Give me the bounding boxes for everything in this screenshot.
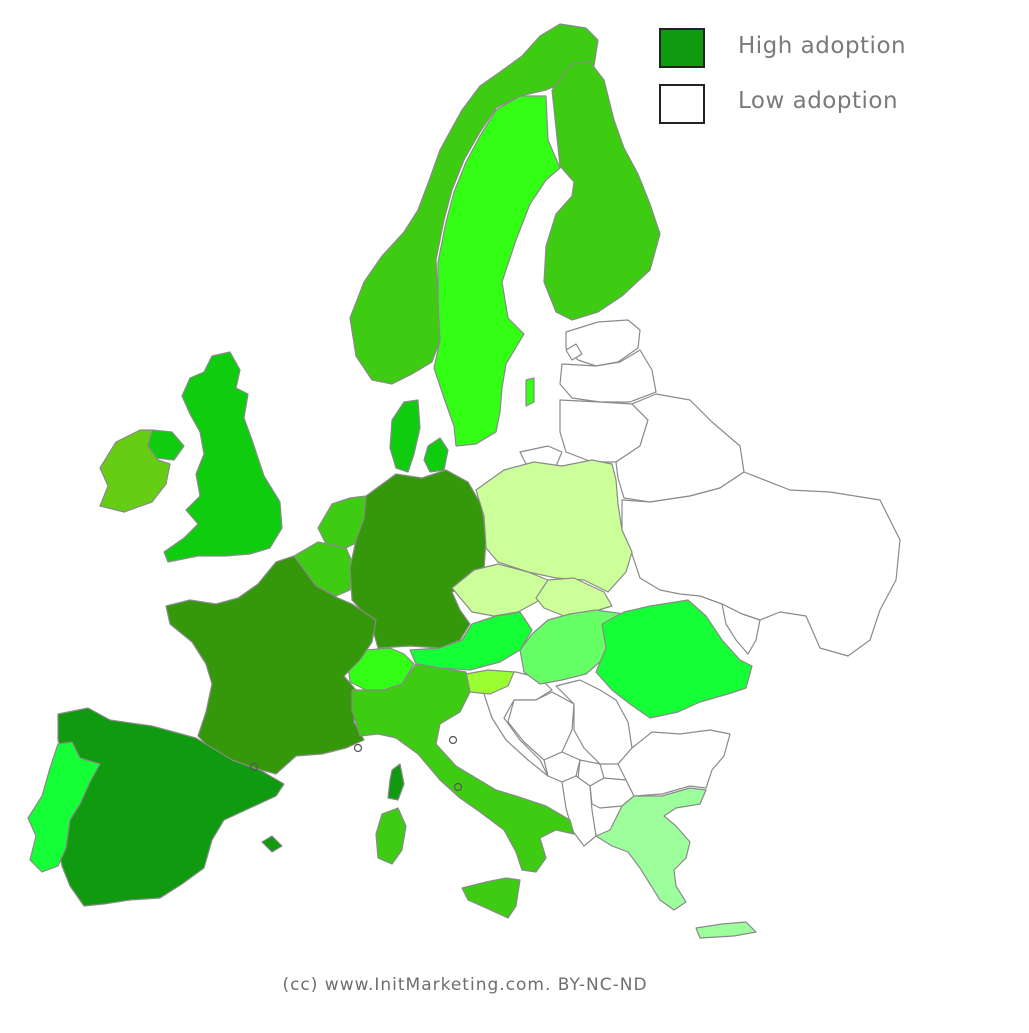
country-norway[interactable] xyxy=(349,23,599,385)
country-sicily[interactable] xyxy=(461,877,521,919)
country-united-kingdom[interactable] xyxy=(163,351,283,563)
country-romania[interactable] xyxy=(595,599,753,719)
country-greece[interactable] xyxy=(595,787,707,911)
country-estonia-island[interactable] xyxy=(565,343,583,361)
country-switzerland[interactable] xyxy=(347,647,415,691)
country-bosnia[interactable] xyxy=(507,691,575,761)
country-denmark[interactable] xyxy=(389,399,421,473)
country-france[interactable] xyxy=(165,555,377,775)
country-latvia[interactable] xyxy=(559,349,657,403)
credit-text: (cc) www.InitMarketing.com. BY-NC-ND xyxy=(282,975,648,995)
country-moldova[interactable] xyxy=(721,603,761,655)
country-finland[interactable] xyxy=(543,61,661,321)
marker-san-marino xyxy=(448,735,458,745)
country-poland[interactable] xyxy=(475,459,633,593)
marker-vatican xyxy=(453,782,463,792)
country-sardinia[interactable] xyxy=(375,807,407,865)
legend-label-high: High adoption xyxy=(738,33,907,59)
country-crete[interactable] xyxy=(695,921,757,939)
country-sweden-gotland[interactable] xyxy=(525,377,535,407)
country-sweden[interactable] xyxy=(433,95,561,447)
country-ukraine[interactable] xyxy=(621,471,901,657)
country-bulgaria[interactable] xyxy=(617,729,731,797)
country-balearic[interactable] xyxy=(261,835,283,853)
legend-swatch-high xyxy=(659,28,705,68)
legend-label-low: Low adoption xyxy=(738,88,899,114)
marker-monaco xyxy=(353,743,363,753)
legend-swatch-low xyxy=(659,84,705,124)
country-corsica[interactable] xyxy=(387,763,405,801)
country-italy[interactable] xyxy=(351,663,575,873)
country-denmark-zealand[interactable] xyxy=(423,437,449,473)
country-portugal[interactable] xyxy=(27,741,101,873)
marker-andorra xyxy=(249,762,259,772)
country-ireland[interactable] xyxy=(99,429,171,513)
country-germany[interactable] xyxy=(349,469,487,649)
